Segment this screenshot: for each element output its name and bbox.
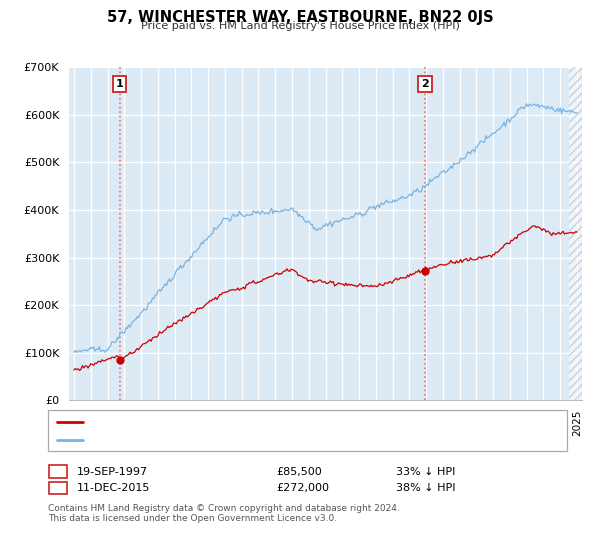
Text: 38% ↓ HPI: 38% ↓ HPI bbox=[396, 483, 455, 493]
Text: £85,500: £85,500 bbox=[276, 466, 322, 477]
Bar bbox=[569, 67, 586, 400]
Text: 1: 1 bbox=[55, 466, 62, 477]
Text: Contains HM Land Registry data © Crown copyright and database right 2024.: Contains HM Land Registry data © Crown c… bbox=[48, 504, 400, 513]
Text: 33% ↓ HPI: 33% ↓ HPI bbox=[396, 466, 455, 477]
Text: 2: 2 bbox=[421, 79, 429, 89]
Text: 57, WINCHESTER WAY, EASTBOURNE, BN22 0JS: 57, WINCHESTER WAY, EASTBOURNE, BN22 0JS bbox=[107, 10, 493, 25]
Text: 1: 1 bbox=[116, 79, 124, 89]
Text: 2: 2 bbox=[55, 483, 62, 493]
Text: Price paid vs. HM Land Registry's House Price Index (HPI): Price paid vs. HM Land Registry's House … bbox=[140, 21, 460, 31]
Text: HPI: Average price, detached house, Wealden: HPI: Average price, detached house, Weal… bbox=[87, 435, 325, 445]
Text: This data is licensed under the Open Government Licence v3.0.: This data is licensed under the Open Gov… bbox=[48, 514, 337, 523]
Text: 19-SEP-1997: 19-SEP-1997 bbox=[77, 466, 148, 477]
Text: £272,000: £272,000 bbox=[276, 483, 329, 493]
Text: 11-DEC-2015: 11-DEC-2015 bbox=[77, 483, 150, 493]
Text: 57, WINCHESTER WAY, EASTBOURNE, BN22 0JS (detached house): 57, WINCHESTER WAY, EASTBOURNE, BN22 0JS… bbox=[87, 417, 428, 427]
